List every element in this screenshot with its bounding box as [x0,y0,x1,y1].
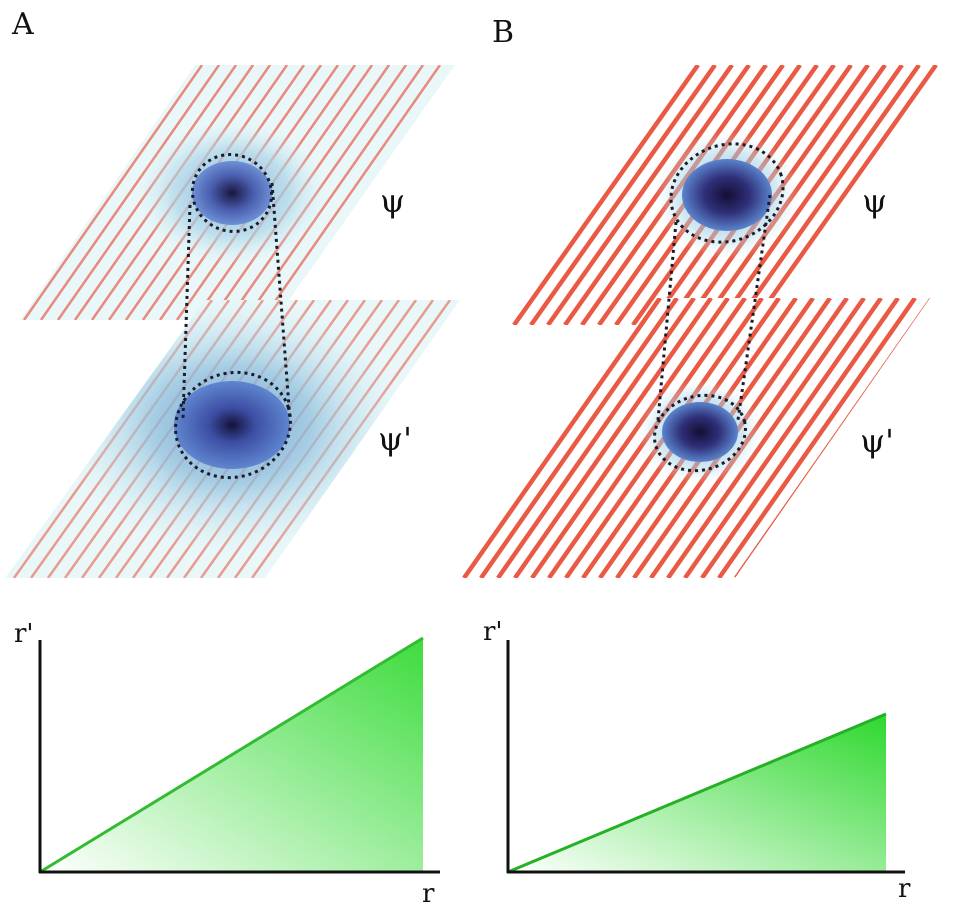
boundary-outline-upper [669,142,785,244]
stripe-line [22,65,204,320]
stripe-line [530,298,730,578]
panel-b-plot: r' r [483,617,911,904]
stripe-line [546,65,734,325]
stripe-line [700,298,900,578]
stripe-line [243,65,425,320]
stripe-line [666,298,866,578]
wavefunction-core [192,161,272,225]
stripe-line [683,298,883,578]
stripe-line [717,298,917,578]
panel-b-label: B [492,15,514,50]
stripe-line [750,65,938,325]
projection-line-left [181,204,192,419]
y-axis-label: r' [14,619,34,649]
x-axis-label: r [422,879,435,909]
stripe-line [496,298,696,578]
projection-line-left [656,221,678,421]
stripe-line [39,65,221,320]
panel-b-lower-plane [460,298,930,578]
stripe-line [260,65,442,320]
y-axis-label: r' [483,617,503,647]
ratio-line [39,636,424,874]
projection-line-right [736,194,772,421]
boundary-outline-upper [190,153,274,233]
stripe-line [716,65,904,325]
stripe-line [513,298,713,578]
stripe-line [512,65,700,325]
panel-b: B ψ ψ' r' r [460,15,945,904]
panel-a-plot: r' r [14,619,440,909]
panel-a-psi-prime-label: ψ' [378,420,412,458]
wavefunction-core [682,159,772,231]
wavefunction-core [662,402,738,462]
stripe-line [462,298,662,578]
x-axis-label: r [898,874,911,904]
panel-a: A ψ ψ' r' r [5,7,460,909]
wavefunction-core [174,381,290,469]
panel-a-upper-plane [20,65,455,320]
stripe-line [733,65,921,325]
projection-line-right [270,182,292,421]
ratio-line [507,712,887,874]
panel-b-psi-prime-label: ψ' [860,422,894,460]
panel-a-psi-label: ψ [380,182,405,220]
stripe-line [479,298,679,578]
boundary-outline-lower [653,393,747,473]
stripe-line [529,65,717,325]
panel-a-lower-plane [5,300,460,578]
panel-a-label: A [11,7,34,42]
panel-b-psi-label: ψ [862,182,887,220]
